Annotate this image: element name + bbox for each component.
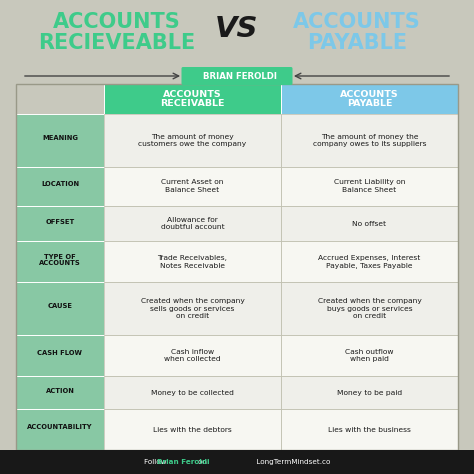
Text: CASH FLOW: CASH FLOW [37, 350, 82, 356]
Text: Cash inflow
when collected: Cash inflow when collected [164, 349, 221, 362]
Text: Lies with the debtors: Lies with the debtors [153, 427, 232, 433]
Bar [16, 241, 104, 283]
Text: Money to be paid: Money to be paid [337, 390, 402, 395]
Text: LOCATION: LOCATION [41, 181, 79, 187]
Bar [281, 409, 458, 450]
Bar [281, 335, 458, 376]
Bar [104, 335, 281, 376]
Text: BRIAN FEROLDI: BRIAN FEROLDI [197, 72, 277, 81]
Text: Current Asset on
Balance Sheet: Current Asset on Balance Sheet [161, 180, 224, 193]
Text: Created when the company
sells goods or services
on credit: Created when the company sells goods or … [141, 298, 245, 319]
Text: Brian Feroldi: Brian Feroldi [157, 459, 209, 465]
Text: Cash outflow
when paid: Cash outflow when paid [345, 349, 394, 362]
Bar [16, 114, 104, 167]
Bar [104, 376, 281, 409]
Bar [104, 206, 281, 241]
Bar [104, 84, 281, 114]
Text: TYPE OF
ACCOUNTS: TYPE OF ACCOUNTS [39, 254, 81, 266]
Bar [281, 167, 458, 206]
Bar [281, 114, 458, 167]
Bar [16, 206, 104, 241]
Bar [16, 84, 458, 450]
Bar [16, 335, 104, 376]
Text: ACCOUNTABILITY: ACCOUNTABILITY [27, 425, 93, 430]
Text: Trade Receivables,
Notes Receivable: Trade Receivables, Notes Receivable [157, 255, 228, 269]
Text: ACCOUNTS
RECEIVABLE: ACCOUNTS RECEIVABLE [160, 90, 225, 109]
Bar [16, 167, 104, 206]
Bar [281, 206, 458, 241]
Bar [281, 241, 458, 283]
Bar [104, 241, 281, 283]
Text: ACCOUNTS
PAYABLE: ACCOUNTS PAYABLE [340, 90, 399, 109]
Bar [104, 114, 281, 167]
Text: VS: VS [215, 15, 259, 43]
Bar [16, 283, 104, 335]
Text: Follow              on                      LongTermMindset.co: Follow on LongTermMindset.co [144, 459, 330, 465]
Text: Accrued Expenses, Interest
Payable, Taxes Payable: Accrued Expenses, Interest Payable, Taxe… [319, 255, 420, 269]
Text: ACCOUNTS
PAYABLE: ACCOUNTS PAYABLE [293, 12, 421, 53]
Text: Created when the company
buys goods or services
on credit: Created when the company buys goods or s… [318, 298, 421, 319]
Text: CAUSE: CAUSE [47, 303, 73, 309]
Text: The amount of money the
company owes to its suppliers: The amount of money the company owes to … [313, 134, 426, 147]
FancyBboxPatch shape [182, 67, 292, 85]
Text: Allowance for
doubtful account: Allowance for doubtful account [161, 217, 224, 230]
Text: MEANING: MEANING [42, 135, 78, 141]
Bar [281, 376, 458, 409]
Text: Lies with the business: Lies with the business [328, 427, 411, 433]
Bar [104, 409, 281, 450]
Text: ACCOUNTS
RECIEVEABLE: ACCOUNTS RECIEVEABLE [38, 12, 196, 53]
Bar [16, 409, 104, 450]
Bar [16, 376, 104, 409]
Bar [104, 283, 281, 335]
Text: Money to be collected: Money to be collected [151, 390, 234, 395]
Bar [0, 450, 474, 474]
Bar [281, 84, 458, 114]
Text: OFFSET: OFFSET [46, 219, 74, 225]
Bar [104, 167, 281, 206]
Text: Current Liability on
Balance Sheet: Current Liability on Balance Sheet [334, 180, 405, 193]
Text: ACTION: ACTION [46, 388, 74, 394]
Text: No offset: No offset [353, 220, 386, 227]
Text: The amount of money
customers owe the company: The amount of money customers owe the co… [138, 134, 246, 147]
Bar [281, 283, 458, 335]
